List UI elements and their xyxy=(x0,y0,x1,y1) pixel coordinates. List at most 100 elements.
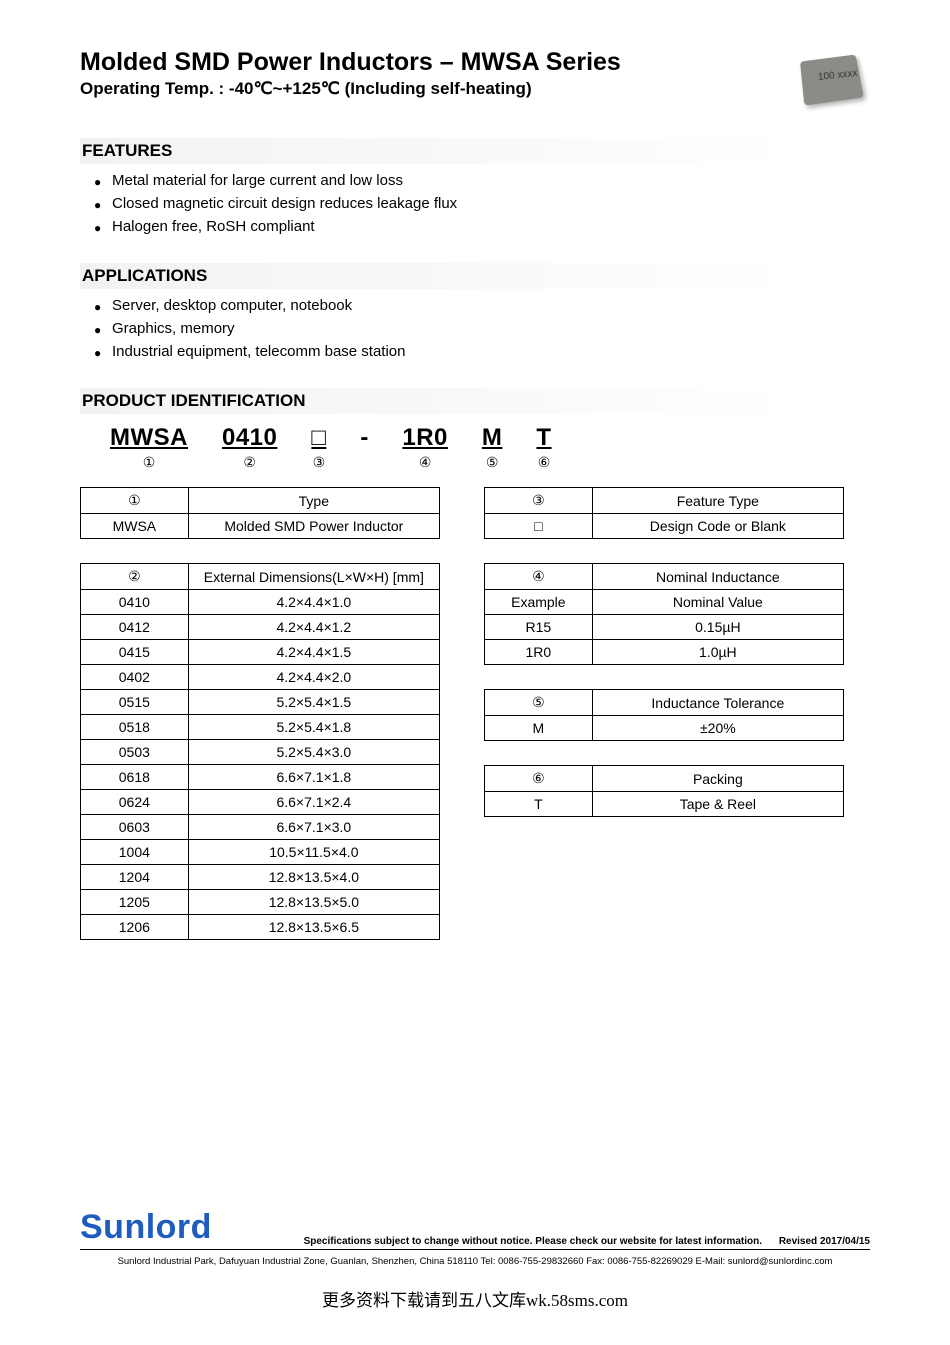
cell: Design Code or Blank xyxy=(592,514,843,539)
table-row: 04124.2×4.4×1.2 xyxy=(81,615,440,640)
cell: Molded SMD Power Inductor xyxy=(188,514,439,539)
table-num: ④ xyxy=(485,564,593,590)
cell: 0.15µH xyxy=(592,615,843,640)
table-row: 120412.8×13.5×4.0 xyxy=(81,865,440,890)
cell: Tape & Reel xyxy=(592,792,843,817)
cell: 5.2×5.4×3.0 xyxy=(188,740,439,765)
table-row: M±20% xyxy=(485,716,844,741)
part-code-segment: 0410 ② xyxy=(222,424,277,471)
part-code-sub: ② xyxy=(222,454,277,471)
part-code-segment: T ⑥ xyxy=(536,424,551,471)
cell: 0415 xyxy=(81,640,189,665)
table-title: Type xyxy=(188,488,439,514)
table-title: External Dimensions(L×W×H) [mm] xyxy=(188,564,439,590)
cell: 4.2×4.4×1.2 xyxy=(188,615,439,640)
cell: 1204 xyxy=(81,865,189,890)
cell: Example xyxy=(485,590,593,615)
cell: 0410 xyxy=(81,590,189,615)
application-item: Industrial equipment, telecomm base stat… xyxy=(94,343,870,360)
footer-top: Sunlord Specifications subject to change… xyxy=(80,1208,870,1250)
table-row: 1R01.0µH xyxy=(485,640,844,665)
application-item: Graphics, memory xyxy=(94,320,870,337)
cell: 1205 xyxy=(81,890,189,915)
cell: T xyxy=(485,792,593,817)
cell: 1.0µH xyxy=(592,640,843,665)
cell: 0412 xyxy=(81,615,189,640)
feature-item: Halogen free, RoSH compliant xyxy=(94,218,870,235)
table-row: 06246.6×7.1×2.4 xyxy=(81,790,440,815)
cell: R15 xyxy=(485,615,593,640)
table-num: ① xyxy=(81,488,189,514)
brand-logo: Sunlord xyxy=(80,1208,212,1247)
part-code-top: - xyxy=(360,424,368,452)
table-row: 04154.2×4.4×1.5 xyxy=(81,640,440,665)
table-header-row: Example Nominal Value xyxy=(485,590,844,615)
table-title: Inductance Tolerance xyxy=(592,690,843,716)
cell: 10.5×11.5×4.0 xyxy=(188,840,439,865)
tolerance-table: ⑤ Inductance Tolerance M±20% xyxy=(484,689,844,741)
part-code-sub: ③ xyxy=(311,454,326,471)
table-row: 05155.2×5.4×1.5 xyxy=(81,690,440,715)
table-row: 06186.6×7.1×1.8 xyxy=(81,765,440,790)
feature-item: Metal material for large current and low… xyxy=(94,172,870,189)
cell: 4.2×4.4×1.5 xyxy=(188,640,439,665)
table-row: 120612.8×13.5×6.5 xyxy=(81,915,440,940)
table-num: ⑥ xyxy=(485,766,593,792)
nominal-inductance-table: ④ Nominal Inductance Example Nominal Val… xyxy=(484,563,844,665)
packing-table: ⑥ Packing TTape & Reel xyxy=(484,765,844,817)
feature-type-table: ③ Feature Type □ Design Code or Blank xyxy=(484,487,844,539)
cell: 0518 xyxy=(81,715,189,740)
table-num: ⑤ xyxy=(485,690,593,716)
part-code-sub: ⑥ xyxy=(536,454,551,471)
table-row: □ Design Code or Blank xyxy=(485,514,844,539)
product-id-heading: PRODUCT IDENTIFICATION xyxy=(80,388,870,414)
tables-row-1: ① Type MWSA Molded SMD Power Inductor ③ … xyxy=(80,487,870,563)
part-code-segment: 1R0 ④ xyxy=(402,424,448,471)
table-row: R150.15µH xyxy=(485,615,844,640)
part-code-segment: M ⑤ xyxy=(482,424,503,471)
cell: M xyxy=(485,716,593,741)
type-table: ① Type MWSA Molded SMD Power Inductor xyxy=(80,487,440,539)
cell: 0603 xyxy=(81,815,189,840)
table-row: TTape & Reel xyxy=(485,792,844,817)
cell: 0624 xyxy=(81,790,189,815)
cell: 4.2×4.4×1.0 xyxy=(188,590,439,615)
cell: 0618 xyxy=(81,765,189,790)
table-num: ② xyxy=(81,564,189,590)
revision-date: Revised 2017/04/15 xyxy=(779,1236,870,1247)
bottom-download-line: 更多资料下载请到五八文库wk.58sms.com xyxy=(0,1286,950,1311)
footer-address: Sunlord Industrial Park, Dafuyuan Indust… xyxy=(80,1256,870,1267)
cell: 4.2×4.4×2.0 xyxy=(188,665,439,690)
part-code-segment: □ ③ xyxy=(311,424,326,471)
features-heading: FEATURES xyxy=(80,138,870,164)
cell: 12.8×13.5×4.0 xyxy=(188,865,439,890)
footer: Sunlord Specifications subject to change… xyxy=(0,1208,950,1267)
inductor-image: 100 xxxx xyxy=(792,48,870,110)
cell: ±20% xyxy=(592,716,843,741)
table-row: MWSA Molded SMD Power Inductor xyxy=(81,514,440,539)
table-row: 05185.2×5.4×1.8 xyxy=(81,715,440,740)
part-code: MWSA ① 0410 ② □ ③ - 1R0 ④ M ⑤ T ⑥ xyxy=(80,424,870,471)
table-row: 06036.6×7.1×3.0 xyxy=(81,815,440,840)
feature-item: Closed magnetic circuit design reduces l… xyxy=(94,195,870,212)
cell: MWSA xyxy=(81,514,189,539)
part-code-top: T xyxy=(536,424,551,452)
part-code-top: 0410 xyxy=(222,424,277,452)
table-row: 04104.2×4.4×1.0 xyxy=(81,590,440,615)
page-title: Molded SMD Power Inductors – MWSA Series xyxy=(80,48,621,77)
page-subtitle: Operating Temp. : -40℃~+125℃ (Including … xyxy=(80,79,621,99)
disclaimer: Specifications subject to change without… xyxy=(304,1236,762,1247)
table-row: 100410.5×11.5×4.0 xyxy=(81,840,440,865)
cell: 1206 xyxy=(81,915,189,940)
cell: 12.8×13.5×5.0 xyxy=(188,890,439,915)
dimensions-table: ② External Dimensions(L×W×H) [mm] 04104.… xyxy=(80,563,440,940)
cell: 0402 xyxy=(81,665,189,690)
cell: 1004 xyxy=(81,840,189,865)
part-code-top: MWSA xyxy=(110,424,188,452)
table-num: ③ xyxy=(485,488,593,514)
application-item: Server, desktop computer, notebook xyxy=(94,297,870,314)
part-code-sub: ④ xyxy=(402,454,448,471)
cell: □ xyxy=(485,514,593,539)
part-code-top: 1R0 xyxy=(402,424,448,452)
cell: 5.2×5.4×1.8 xyxy=(188,715,439,740)
